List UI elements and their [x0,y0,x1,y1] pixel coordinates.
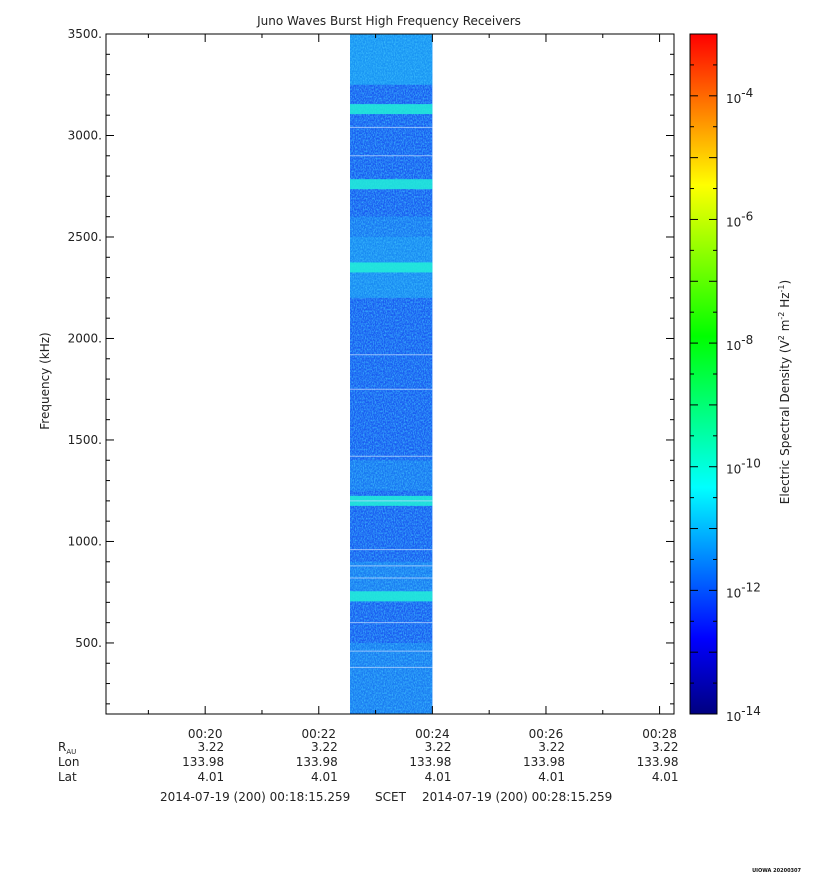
y-tick-label: 2500. [68,230,102,244]
ephemeris-value: 4.01 [424,770,452,784]
y-tick-label: 3500. [68,27,102,41]
plot-frame [105,33,675,715]
y-tick-label: 500. [75,636,102,650]
ephemeris-value: 133.98 [409,755,452,769]
ephemeris-value: 4.01 [538,770,565,784]
time-system: SCET [375,790,406,804]
ephemeris-value: 3.22 [538,740,565,754]
spectrogram-band [350,262,433,273]
spectrogram-band [350,104,433,115]
y-tick-label: 1000. [68,534,102,548]
ephemeris-value: 4.01 [311,770,338,784]
ephemeris-value: 133.98 [295,755,338,769]
colorbar-tick-label: 10-14 [726,704,761,724]
colorbar [689,33,718,715]
y-tick-label: 2000. [68,331,102,345]
ephemeris-value: 133.98 [636,755,679,769]
colorbar-tick-label: 10-4 [726,86,753,106]
y-tick-label: 1500. [68,433,102,447]
ephemeris-row-label: RAU [58,740,77,756]
colorbar-tick-label: 10-6 [726,209,753,229]
y-axis-label: Frequency (kHz) [38,332,52,429]
ephemeris-value: 3.22 [197,740,225,754]
ephemeris-value: 4.01 [651,770,679,784]
credit-stamp: UIOWA 20200307 [752,868,801,874]
y-tick-label: 3000. [68,128,102,142]
y-axis: 500. 1000. 1500. 2000. 2500. 3000. 3500. [68,27,674,705]
spectrogram-data [350,34,433,714]
time-end: 2014-07-19 (200) 00:28:15.259 [422,790,613,804]
ephemeris-row-label: Lon [58,755,80,769]
spectrogram-band [350,591,433,602]
ephemeris-value: 133.98 [522,755,565,769]
x-tick-label: 00:20 [188,727,223,741]
colorbar-ticks: 10-4 10-6 10-8 10-10 10-12 10-14 [690,33,761,724]
ephemeris-value: 3.22 [651,740,679,754]
x-axis: 00:20 00:22 00:24 00:26 00:28 [147,34,677,741]
ephemeris-value: 3.22 [311,740,338,754]
time-start: 2014-07-19 (200) 00:18:15.259 [160,790,351,804]
ephemeris-row-label: Lat [58,770,77,784]
chart-title: Juno Waves Burst High Frequency Receiver… [256,14,521,28]
spectrogram-noise [350,34,433,714]
x-tick-label: 00:28 [642,727,677,741]
colorbar-label: Electric Spectral Density (V2 m-2 Hz-1) [777,280,792,504]
x-tick-label: 00:24 [415,727,450,741]
ephemeris-value: 133.98 [182,755,225,769]
x-tick-label: 00:26 [529,727,564,741]
spectrogram-band [350,179,433,190]
ephemeris-value: 3.22 [424,740,452,754]
colorbar-tick-label: 10-10 [726,457,761,477]
colorbar-tick-label: 10-12 [726,580,761,600]
ephemeris-value: 4.01 [197,770,225,784]
colorbar-tick-label: 10-8 [726,333,753,353]
x-tick-label: 00:22 [301,727,336,741]
